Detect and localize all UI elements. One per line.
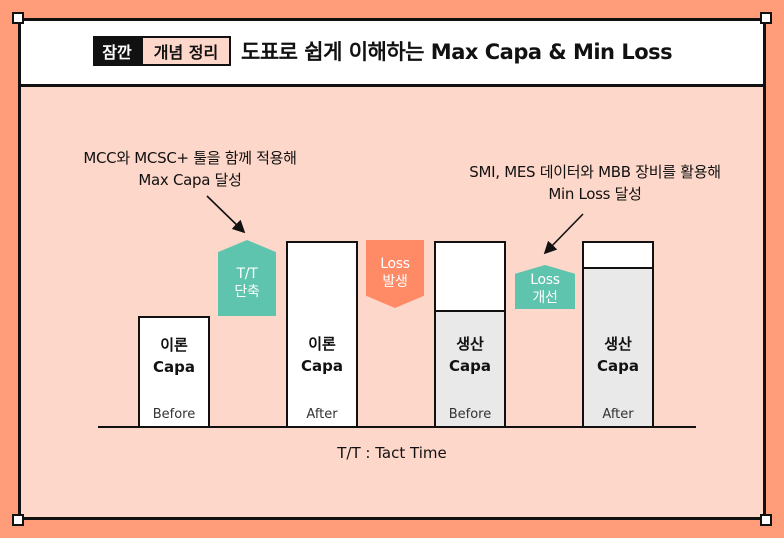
tag-loss-improve-line1: Loss <box>530 272 560 288</box>
bar-label-line2: Capa <box>153 358 195 376</box>
bar-label-line1: 이론 <box>160 336 188 354</box>
tag-loss-occur: Loss 발생 <box>366 240 424 308</box>
tag-tt-reduce: T/T 단축 <box>218 240 276 316</box>
bar-label-line2: Capa <box>301 357 343 375</box>
bar-label-line1: 생산 <box>604 335 632 353</box>
bar-label-line2: Capa <box>449 357 491 375</box>
annotation-max-capa: MCC와 MCSC+ 툴을 함께 적용해 Max Capa 달성 <box>40 147 340 191</box>
bar-label-line1: 이론 <box>308 335 336 353</box>
bar-sub-label: After <box>602 407 634 422</box>
badge-concept: 개념 정리 <box>141 36 231 66</box>
baseline <box>98 426 696 428</box>
corner-marker-bottom-right <box>760 514 772 526</box>
bar-production-capa-before: 생산 Capa Before <box>434 241 506 428</box>
corner-marker-bottom-left <box>12 514 24 526</box>
corner-marker-top-left <box>12 12 24 24</box>
annotation-min-loss: SMI, MES 데이터와 MBB 장비를 활용해 Min Loss 달성 <box>430 161 760 205</box>
bar-label-line1: 생산 <box>456 335 484 353</box>
corner-marker-top-right <box>760 12 772 24</box>
tag-tt-line2: 단축 <box>234 284 260 300</box>
tag-loss-occur-line1: Loss <box>380 256 410 272</box>
bar-theoretical-capa-after: 이론 Capa After <box>286 241 358 428</box>
tag-loss-improve: Loss 개선 <box>515 265 575 309</box>
page-title: 도표로 쉽게 이해하는 Max Capa & Min Loss <box>241 40 673 64</box>
annotation-min-loss-line2: Min Loss 달성 <box>548 185 642 203</box>
bar-label-line2: Capa <box>597 357 639 375</box>
footnote: T/T : Tact Time <box>337 444 447 462</box>
arrow-to-loss-improve-tag <box>543 213 584 255</box>
bar-theoretical-capa-before: 이론 Capa Before <box>138 316 210 428</box>
bar-production-capa-after: 생산 Capa After <box>582 241 654 428</box>
annotation-max-capa-line2: Max Capa 달성 <box>138 171 242 189</box>
tag-loss-improve-line2: 개선 <box>532 290 558 306</box>
annotation-max-capa-line1: MCC와 MCSC+ 툴을 함께 적용해 <box>83 149 297 167</box>
badge-quick: 잠깐 <box>93 36 141 66</box>
tag-tt-line1: T/T <box>236 266 258 282</box>
bar-loss-segment <box>436 243 504 312</box>
bar-sub-label: Before <box>448 407 492 422</box>
tag-loss-occur-line2: 발생 <box>382 274 408 290</box>
bar-sub-label: After <box>306 407 338 422</box>
bar-loss-segment <box>584 243 652 269</box>
header-bar: 잠깐 개념 정리 도표로 쉽게 이해하는 Max Capa & Min Loss <box>21 21 763 87</box>
annotation-min-loss-line1: SMI, MES 데이터와 MBB 장비를 활용해 <box>469 163 721 181</box>
arrow-to-tt-tag <box>206 195 246 234</box>
bar-sub-label: Before <box>152 407 196 422</box>
